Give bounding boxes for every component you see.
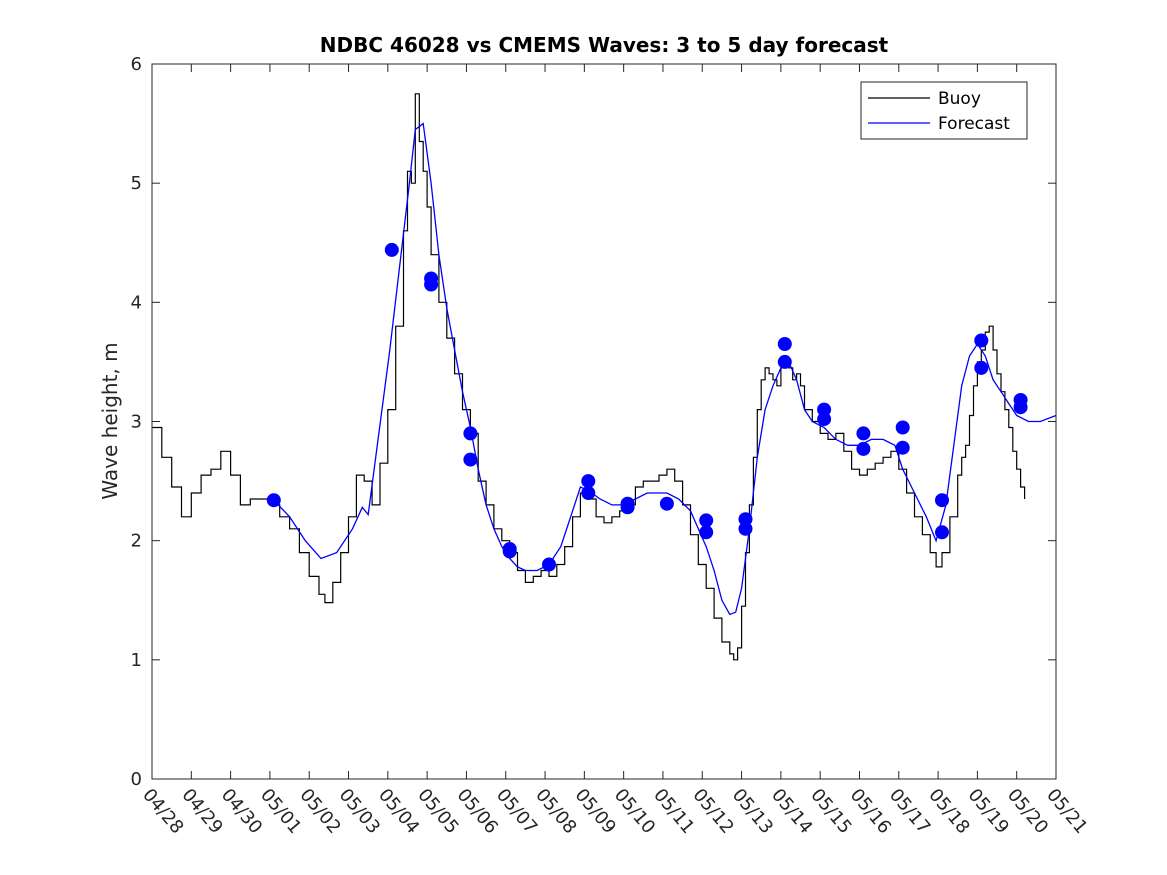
y-tick-label: 6 [131,54,142,75]
forecast-marker [463,426,478,441]
legend-buoy-label: Buoy [938,89,981,109]
forecast-marker [935,493,949,508]
buoy-line [152,93,1026,661]
forecast-marker [935,525,949,540]
forecast-marker [895,420,910,435]
forecast-marker [777,354,792,369]
x-tick-label: 05/12 [688,785,737,838]
forecast-marker [542,557,556,572]
forecast-marker [895,440,910,455]
x-tick-label: 05/09 [571,785,620,838]
y-axis: 0 1 2 3 4 5 6 [131,54,1056,790]
chart-title: NDBC 46028 vs CMEMS Waves: 3 to 5 day fo… [320,33,889,57]
x-tick-label: 04/28 [138,785,187,838]
forecast-marker [699,525,714,540]
x-tick-label: 05/05 [413,785,462,838]
x-tick-label: 05/06 [453,785,502,838]
forecast-marker [974,360,989,375]
x-tick-label: 05/01 [256,785,305,838]
forecast-marker [620,500,635,515]
x-tick-label: 05/03 [335,785,384,838]
x-tick-label: 05/08 [531,785,580,838]
y-tick-label: 2 [131,531,142,552]
forecast-marker [463,452,478,467]
x-tick-label: 05/13 [728,785,777,838]
y-tick-label: 3 [131,412,142,433]
x-tick-label: 05/04 [374,785,423,838]
x-tick-label: 05/19 [964,785,1013,838]
x-tick-label: 05/10 [610,785,659,838]
forecast-marker [1013,400,1028,415]
forecast-marker [738,521,753,536]
x-tick-label: 04/30 [217,785,266,838]
y-axis-label: Wave height, m [98,342,122,499]
y-tick-label: 1 [131,650,142,671]
y-tick-label: 4 [131,292,142,313]
forecast-marker [856,426,871,441]
x-tick-label: 05/16 [846,785,895,838]
y-tick-label: 5 [131,173,142,194]
forecast-marker [581,474,596,489]
legend-box [860,81,1028,140]
x-tick-label: 05/17 [885,785,934,838]
x-tick-label: 04/29 [177,785,226,838]
buoy-series [152,93,1026,661]
x-tick-label: 05/21 [1042,785,1091,838]
forecast-marker [856,441,871,456]
forecast-marker [384,242,399,257]
x-tick-label: 05/02 [295,785,344,838]
forecast-line [273,122,1057,616]
forecast-series [273,122,1057,616]
forecast-marker [777,337,792,351]
forecast-marker [502,544,517,559]
legend: Buoy Forecast [860,81,1028,140]
y-tick-label: 0 [131,769,142,790]
x-tick-label: 05/18 [924,785,973,838]
legend-forecast-label: Forecast [938,114,1010,134]
x-tick-label: 05/14 [767,785,816,838]
forecast-markers [266,242,1028,572]
forecast-marker [817,412,832,427]
forecast-marker [581,486,596,500]
x-tick-label: 05/07 [492,785,541,838]
plot-area [151,63,1057,780]
forecast-marker [974,333,989,348]
plot-background [152,64,1056,779]
forecast-marker [266,493,281,508]
x-tick-label: 05/15 [806,785,855,838]
forecast-marker [424,277,439,292]
x-tick-label: 05/11 [649,785,698,838]
x-tick-label: 05/20 [1003,785,1052,838]
forecast-marker [699,513,714,528]
forecast-marker [659,496,674,511]
